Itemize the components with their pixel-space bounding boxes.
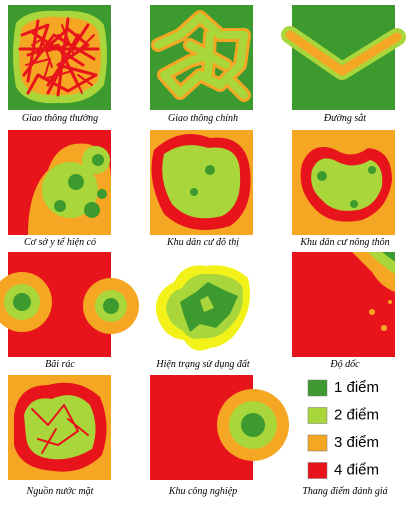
legend-swatch	[307, 379, 328, 397]
legend-label: 2 điểm	[334, 406, 379, 423]
map-caption: Hiện trạng sử dụng đất	[155, 359, 249, 370]
map-bai-rac	[0, 252, 139, 357]
map-giao-thong-chinh	[150, 5, 253, 110]
legend-swatch	[307, 407, 328, 424]
map-nguon-nuoc-mat	[8, 375, 111, 480]
map-caption: Khu dân cư nông thôn	[299, 237, 389, 248]
map-caption: Khu dân cư đô thị	[166, 237, 239, 248]
map-do-doc	[292, 252, 395, 357]
legend-swatch	[307, 434, 328, 452]
map-duong-sat	[281, 5, 406, 110]
map-giao-thong-thuong	[8, 5, 111, 110]
map-khu-dan-cu-do-thi	[150, 130, 253, 235]
legend-swatch	[307, 462, 328, 479]
legend-label: 1 điểm	[334, 379, 379, 396]
map-khu-dan-cu-nong-thon	[292, 130, 395, 235]
map-co-so-y-te	[8, 130, 111, 235]
map-caption: Giao thông chính	[168, 113, 238, 124]
map-caption: Nguồn nước mặt	[26, 486, 94, 497]
map-caption: Bãi rác	[45, 359, 75, 370]
legend-caption: Thang điểm đánh giá	[302, 486, 387, 497]
map-caption: Độ dốc	[329, 359, 360, 370]
legend-label: 3 điểm	[334, 434, 379, 451]
map-caption: Đường sắt	[323, 113, 366, 124]
map-khu-cong-nghiep	[150, 375, 289, 480]
legend-label: 4 điểm	[334, 461, 379, 478]
map-caption: Khu công nghiệp	[168, 486, 237, 497]
map-hien-trang	[155, 265, 250, 351]
map-caption: Cơ sở y tế hiện có	[24, 237, 96, 248]
map-caption: Giao thông thường	[22, 113, 98, 124]
